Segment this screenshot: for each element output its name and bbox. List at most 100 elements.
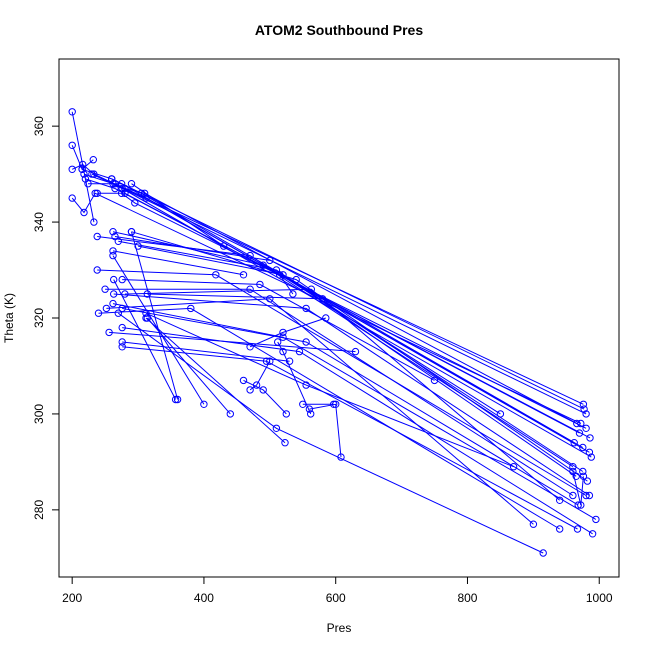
data-point [142, 194, 150, 202]
data-point [588, 530, 597, 538]
data-point [109, 228, 117, 236]
series-23 [101, 285, 577, 500]
data-point [575, 429, 584, 437]
data-point [114, 309, 123, 317]
data-point [579, 443, 587, 452]
y-tick-label: 360 [32, 116, 46, 136]
series-41 [142, 314, 289, 447]
data-point [556, 525, 564, 533]
data-point [239, 271, 248, 279]
series-line [71, 111, 95, 223]
x-tick-label: 600 [326, 591, 346, 605]
data-point [580, 405, 588, 413]
data-point [134, 242, 142, 250]
data-point [187, 304, 195, 313]
data-point [318, 295, 327, 303]
data-point [292, 275, 300, 284]
data-point [295, 347, 304, 356]
y-tick-label: 320 [32, 308, 46, 328]
series-25 [118, 275, 439, 385]
series-line [122, 327, 593, 535]
series-14 [127, 180, 228, 250]
series-44 [246, 357, 274, 394]
series-line [113, 279, 177, 400]
x-axis-label: Pres [327, 621, 352, 635]
data-point [246, 285, 254, 293]
data-point [266, 357, 274, 365]
data-point [574, 501, 582, 509]
data-point [105, 328, 113, 337]
series-line [124, 288, 561, 501]
series-17 [111, 232, 274, 265]
series-31 [143, 290, 327, 303]
chart-title: ATOM2 Southbound Pres [255, 22, 423, 38]
series-line [118, 312, 544, 554]
data-point [200, 400, 208, 408]
series-49 [276, 271, 297, 298]
data-point [579, 472, 588, 480]
data-point [337, 453, 345, 461]
data-point [68, 108, 76, 116]
series-43 [239, 376, 290, 418]
series-line [131, 231, 179, 400]
data-point [118, 275, 126, 284]
data-point [322, 314, 330, 322]
data-point [111, 180, 119, 188]
series-layer [68, 108, 600, 557]
data-point [279, 328, 287, 337]
data-point [302, 338, 310, 346]
data-point [79, 160, 87, 169]
series-34 [118, 338, 294, 365]
data-point [109, 247, 117, 255]
data-point [569, 467, 577, 476]
series-line [112, 303, 597, 520]
data-point [556, 496, 564, 504]
data-point [246, 251, 254, 260]
data-point [93, 232, 101, 241]
series-29 [118, 304, 582, 509]
series-50 [569, 467, 588, 509]
data-point [102, 304, 111, 313]
data-point [586, 434, 594, 442]
data-point [266, 295, 274, 303]
series-12 [117, 189, 590, 432]
data-point [80, 208, 88, 217]
series-47 [299, 400, 338, 408]
data-point [299, 400, 307, 408]
series-33 [118, 323, 597, 538]
data-point [239, 376, 248, 385]
data-point [84, 180, 92, 188]
data-point [266, 256, 274, 265]
data-point [118, 304, 126, 313]
data-point [68, 165, 76, 174]
series-line [249, 360, 271, 391]
data-point [307, 410, 315, 418]
series-line [243, 379, 287, 415]
data-point [276, 271, 284, 279]
data-point [582, 424, 590, 432]
data-point [587, 453, 595, 461]
data-point [171, 395, 180, 404]
data-point [127, 180, 136, 188]
data-point [110, 275, 118, 284]
y-axis-label: Theta (K) [2, 293, 16, 343]
y-tick-label: 340 [32, 212, 46, 232]
data-point [90, 218, 98, 226]
data-point [592, 515, 600, 524]
data-point [539, 549, 547, 557]
data-point [80, 170, 88, 178]
series-line [112, 250, 244, 276]
series-line [97, 269, 587, 496]
data-point [109, 251, 117, 260]
data-point [577, 501, 585, 509]
data-point [68, 141, 76, 150]
series-30 [121, 285, 564, 504]
data-point [220, 242, 228, 250]
data-point [93, 189, 101, 198]
y-axis: 280 300 320 340 360 [32, 116, 60, 520]
series-28 [109, 299, 600, 524]
series-line [122, 307, 579, 506]
data-point [110, 290, 118, 298]
